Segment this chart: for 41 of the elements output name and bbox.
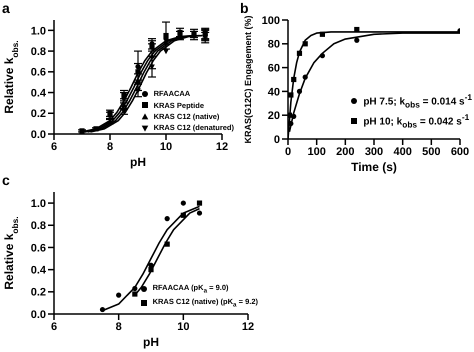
y-tick-label: 20 (268, 110, 280, 122)
y-tick-label: 1.0 (30, 25, 46, 38)
y-tick-label: 80 (268, 38, 280, 51)
y-tick-label: 0.8 (30, 46, 46, 58)
x-tick-label: 10 (160, 140, 172, 153)
x-tick-label: 8 (116, 320, 122, 333)
x-axis-title: pH (143, 335, 159, 349)
x-tick-label: 600 (450, 146, 470, 158)
legend-label: pH 10; k$_{obs}$ = 0.042 s$^{-1}$ (363, 110, 470, 131)
x-tick-label: 6 (50, 320, 58, 333)
x-tick-label: 6 (50, 140, 58, 153)
x-tick-label: 200 (336, 146, 355, 158)
y-tick-label: 0.6 (30, 66, 46, 79)
y-tick-label: 0.2 (30, 286, 46, 299)
chart-title: a (2, 0, 10, 16)
y-tick-label: 0.2 (30, 108, 46, 120)
y-tick-label: 0.4 (30, 87, 47, 100)
x-tick-label: 8 (106, 140, 114, 153)
x-tick-label: 400 (393, 146, 412, 158)
legend-label: pH 7.5; k$_{obs}$ = 0.014 s$^{-1}$ (363, 91, 472, 111)
chart-title: b (240, 0, 249, 16)
y-tick-label: 0.8 (30, 220, 46, 232)
y-tick-label: 60 (268, 62, 280, 75)
x-axis-title: pH (130, 155, 146, 169)
x-tick-label: 12 (216, 140, 228, 153)
y-tick-label: 1.0 (30, 198, 46, 210)
y-tick-label: 100 (262, 14, 280, 27)
x-tick-label: 300 (364, 146, 384, 158)
y-tick-label: 0.0 (30, 128, 46, 141)
y-tick-label: 0.4 (30, 264, 47, 277)
y-tick-label: 0.0 (30, 308, 46, 321)
y-tick-label: 0.6 (30, 242, 46, 254)
x-tick-label: 10 (177, 320, 190, 333)
x-tick-label: 500 (422, 146, 441, 158)
x-tick-label: 0 (284, 146, 292, 158)
y-tick-label: 40 (268, 86, 280, 98)
chart-title: c (2, 172, 10, 188)
y-axis-title: KRAS(G12C) Engagement (%) (243, 15, 253, 144)
x-tick-label: 12 (242, 320, 254, 333)
x-axis-title: Time (s) (351, 160, 397, 174)
x-tick-label: 100 (307, 146, 326, 158)
